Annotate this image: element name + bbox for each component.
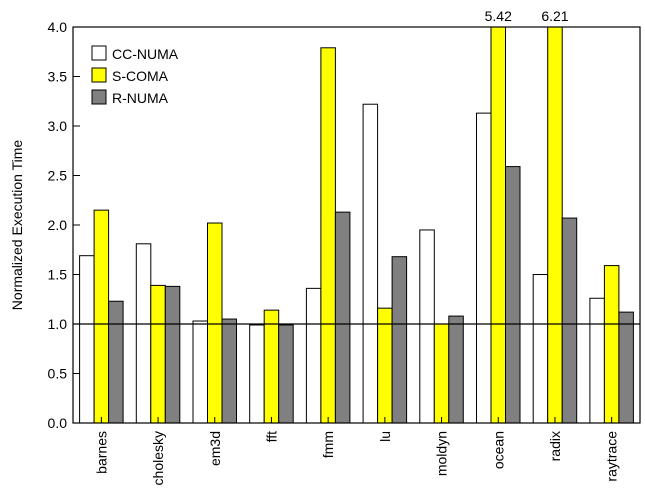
bar-fmm-s-coma	[320, 47, 336, 424]
bar-marks	[79, 26, 634, 424]
bar-barnes-s-coma	[93, 209, 110, 424]
legend-swatch-r-numa	[91, 89, 107, 105]
bar-ocean-cc-numa	[476, 112, 492, 424]
plot-frame	[72, 26, 641, 424]
y-tick-label: 3.5	[48, 69, 68, 85]
y-tick-label: 1.5	[48, 267, 68, 283]
bar-raytrace-s-coma	[603, 265, 620, 424]
x-axis-tick-labels: barnes cholesky em3d fft fmm lu moldyn ocean rad…	[93, 417, 620, 485]
x-tick-label: barnes	[93, 431, 109, 474]
bar-fmm-r-numa	[334, 211, 351, 424]
bar-fft-cc-numa	[249, 324, 265, 424]
legend-swatch-cc-numa	[91, 45, 107, 61]
bar-cholesky-cc-numa	[135, 243, 152, 424]
bar-em3d-s-coma	[207, 222, 223, 424]
bar-ocean-s-coma	[490, 26, 506, 424]
bar-moldyn-r-numa	[448, 315, 464, 424]
y-tick-label: 3.0	[48, 118, 68, 134]
y-tick-label: 2.0	[48, 217, 68, 233]
legend-swatch-s-coma	[91, 67, 107, 83]
bar-raytrace-r-numa	[618, 311, 634, 424]
bar-radix-s-coma	[547, 26, 563, 424]
x-tick-label: radix	[547, 431, 563, 461]
bar-cholesky-s-coma	[150, 284, 166, 424]
x-tick-label: lu	[377, 431, 393, 442]
x-tick-label: cholesky	[150, 431, 166, 485]
bar-moldyn-cc-numa	[419, 229, 435, 424]
bar-raytrace-cc-numa	[589, 297, 605, 424]
legend-label: R-NUMA	[112, 90, 169, 106]
bar-value-annotation: 5.42	[485, 8, 512, 24]
bar-em3d-r-numa	[221, 318, 237, 424]
bar-value-annotation: 6.21	[541, 8, 568, 24]
x-tick-label: raytrace	[604, 431, 620, 482]
legend-label: S-COMA	[112, 68, 169, 84]
x-tick-label: fft	[263, 431, 279, 443]
bar-lu-s-coma	[377, 307, 393, 424]
y-axis-ticks: 0.0 0.5 1.0 1.5 2.0 2.5 3.0 3.5 4.0	[48, 19, 80, 431]
bar-radix-cc-numa	[532, 274, 549, 424]
x-tick-label: em3d	[207, 431, 223, 466]
y-tick-label: 4.0	[48, 19, 68, 35]
y-tick-label: 1.0	[48, 316, 68, 332]
legend-label: CC-NUMA	[112, 46, 179, 62]
legend: CC-NUMA S-COMA R-NUMA	[91, 45, 179, 106]
bar-em3d-cc-numa	[192, 320, 208, 424]
bar-ocean-r-numa	[505, 166, 521, 424]
bar-cholesky-r-numa	[164, 285, 181, 424]
y-tick-label: 0.5	[48, 366, 68, 382]
bar-moldyn-s-coma	[433, 323, 450, 424]
bar-lu-r-numa	[391, 256, 408, 424]
bar-fft-s-coma	[263, 309, 280, 424]
x-tick-label: ocean	[490, 431, 506, 469]
bar-radix-r-numa	[561, 217, 578, 424]
x-tick-label: moldyn	[434, 431, 450, 476]
bar-barnes-cc-numa	[79, 255, 95, 424]
bar-lu-cc-numa	[362, 103, 379, 424]
bar-barnes-r-numa	[108, 300, 124, 424]
y-axis-label: Normalized Execution Time	[9, 140, 25, 311]
bar-fmm-cc-numa	[305, 287, 322, 424]
y-tick-label: 0.0	[48, 415, 68, 431]
x-tick-label: fmm	[320, 431, 336, 458]
bar-fft-r-numa	[278, 324, 294, 424]
y-tick-label: 2.5	[48, 168, 68, 184]
bar-annotations: 5.42 6.21	[485, 8, 569, 24]
